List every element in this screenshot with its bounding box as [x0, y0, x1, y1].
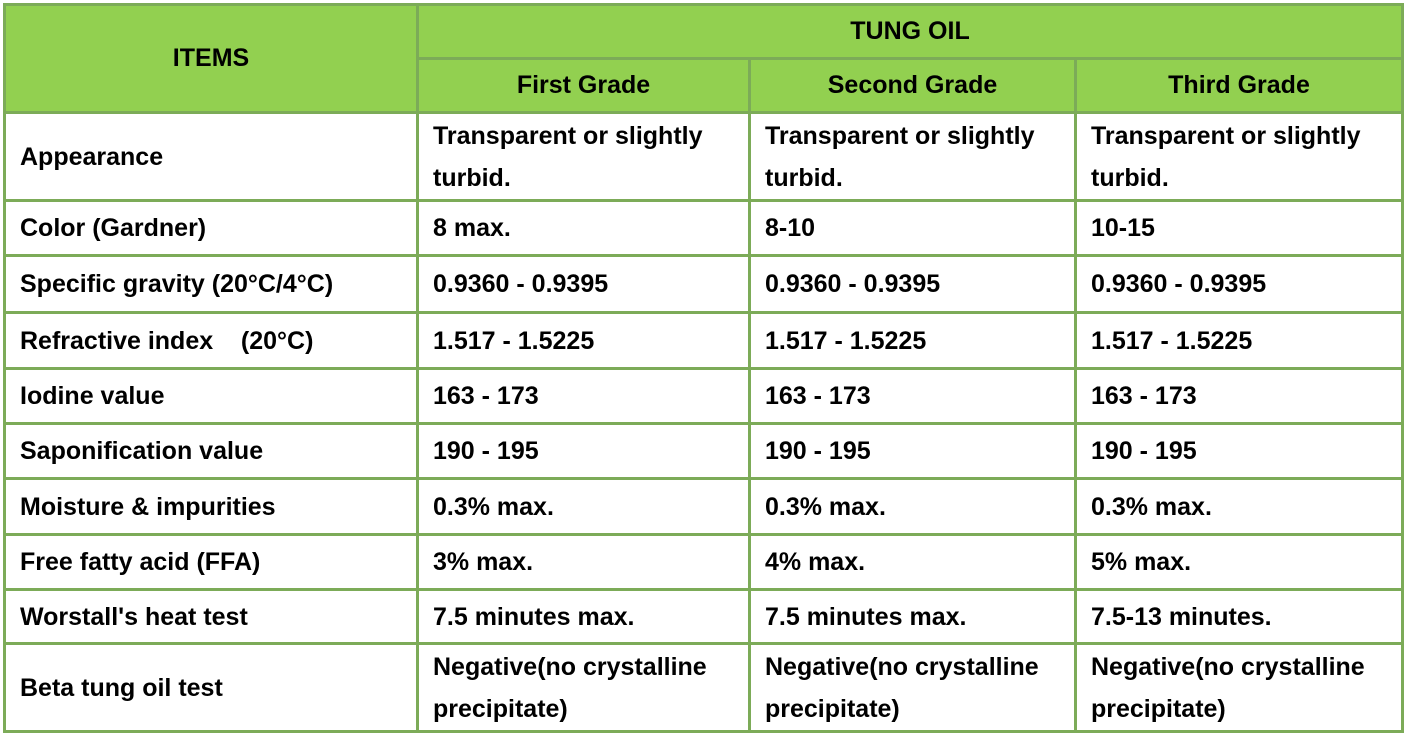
first-grade-cell: 190 - 195 [416, 422, 751, 480]
third-grade-cell: 190 - 195 [1074, 422, 1404, 480]
first-grade-cell: Negative(no crystalline precipitate) [416, 642, 751, 733]
second-grade-cell: 8-10 [748, 199, 1077, 257]
table-row: Moisture & impurities 0.3% max. 0.3% max… [3, 477, 1404, 536]
first-grade-cell: 163 - 173 [416, 367, 751, 425]
row-item-label: Moisture & impurities [3, 477, 419, 536]
third-grade-cell: 0.3% max. [1074, 477, 1404, 536]
second-grade-cell: 163 - 173 [748, 367, 1077, 425]
second-grade-cell: 0.9360 - 0.9395 [748, 254, 1077, 314]
row-item-label: Refractive index (20°C) [3, 311, 419, 370]
third-grade-cell: Negative(no crystalline precipitate) [1074, 642, 1404, 733]
items-header: ITEMS [3, 3, 419, 114]
row-item-label: Iodine value [3, 367, 419, 425]
table-row: Iodine value 163 - 173 163 - 173 163 - 1… [3, 367, 1404, 425]
first-grade-cell: 3% max. [416, 533, 751, 591]
third-grade-cell: 0.9360 - 0.9395 [1074, 254, 1404, 314]
table-row: Specific gravity (20°C/4°C) 0.9360 - 0.9… [3, 254, 1404, 314]
third-grade-header: Third Grade [1074, 57, 1404, 114]
row-item-label: Color (Gardner) [3, 199, 419, 257]
row-item-label: Appearance [3, 111, 419, 202]
row-item-label: Beta tung oil test [3, 642, 419, 733]
row-item-label: Saponification value [3, 422, 419, 480]
first-grade-cell: Transparent or slightly turbid. [416, 111, 751, 202]
row-item-label: Worstall's heat test [3, 588, 419, 645]
first-grade-cell: 0.3% max. [416, 477, 751, 536]
spec-table-container: ITEMS TUNG OIL First Grade Second Grade … [3, 3, 1404, 739]
first-grade-cell: 7.5 minutes max. [416, 588, 751, 645]
second-grade-cell: Negative(no crystalline precipitate) [748, 642, 1077, 733]
third-grade-cell: 10-15 [1074, 199, 1404, 257]
first-grade-cell: 1.517 - 1.5225 [416, 311, 751, 370]
table-row: Free fatty acid (FFA) 3% max. 4% max. 5%… [3, 533, 1404, 591]
third-grade-cell: Transparent or slightly turbid. [1074, 111, 1404, 202]
second-grade-cell: 1.517 - 1.5225 [748, 311, 1077, 370]
third-grade-cell: 5% max. [1074, 533, 1404, 591]
second-grade-cell: Transparent or slightly turbid. [748, 111, 1077, 202]
tung-oil-header: TUNG OIL [416, 3, 1404, 60]
row-item-label: Specific gravity (20°C/4°C) [3, 254, 419, 314]
row-item-label: Free fatty acid (FFA) [3, 533, 419, 591]
table-row: Saponification value 190 - 195 190 - 195… [3, 422, 1404, 480]
third-grade-cell: 1.517 - 1.5225 [1074, 311, 1404, 370]
table-row: Worstall's heat test 7.5 minutes max. 7.… [3, 588, 1404, 645]
second-grade-cell: 0.3% max. [748, 477, 1077, 536]
table-row: Beta tung oil test Negative(no crystalli… [3, 642, 1404, 733]
second-grade-cell: 4% max. [748, 533, 1077, 591]
tung-oil-spec-table: ITEMS TUNG OIL First Grade Second Grade … [3, 3, 1404, 733]
table-row: Appearance Transparent or slightly turbi… [3, 111, 1404, 202]
first-grade-header: First Grade [416, 57, 751, 114]
third-grade-cell: 163 - 173 [1074, 367, 1404, 425]
first-grade-cell: 0.9360 - 0.9395 [416, 254, 751, 314]
table-row: Color (Gardner) 8 max. 8-10 10-15 [3, 199, 1404, 257]
table-row: Refractive index (20°C) 1.517 - 1.5225 1… [3, 311, 1404, 370]
second-grade-cell: 7.5 minutes max. [748, 588, 1077, 645]
second-grade-header: Second Grade [748, 57, 1077, 114]
third-grade-cell: 7.5-13 minutes. [1074, 588, 1404, 645]
second-grade-cell: 190 - 195 [748, 422, 1077, 480]
first-grade-cell: 8 max. [416, 199, 751, 257]
